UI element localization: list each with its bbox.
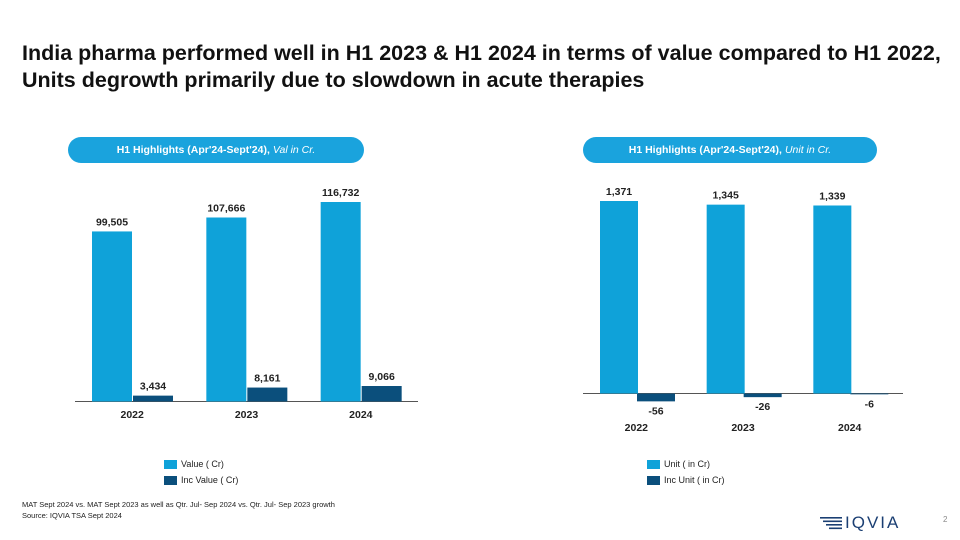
legend-swatch bbox=[164, 459, 177, 469]
chart-right-header-main: H1 Highlights (Apr'24-Sept'24), bbox=[628, 144, 782, 156]
x-tick-label: 2024 bbox=[349, 409, 373, 421]
x-tick-label: 2023 bbox=[731, 422, 755, 434]
data-label: 1,345 bbox=[713, 190, 739, 202]
page-number: 2 bbox=[943, 515, 948, 524]
data-label: -26 bbox=[755, 401, 770, 413]
inc-bar bbox=[637, 393, 675, 402]
legend-label: Inc Unit ( in Cr) bbox=[664, 475, 725, 485]
data-label: -56 bbox=[648, 405, 663, 417]
chart-left-legend: Value ( Cr) Inc Value ( Cr) bbox=[164, 456, 238, 488]
footnote-line: MAT Sept 2024 vs. MAT Sept 2023 as well … bbox=[22, 500, 335, 509]
legend-label: Unit ( in Cr) bbox=[664, 459, 711, 469]
x-tick-label: 2022 bbox=[120, 409, 144, 421]
data-label: 9,066 bbox=[369, 371, 395, 383]
x-tick-label: 2022 bbox=[625, 422, 649, 434]
legend-swatch bbox=[647, 459, 660, 469]
chart-left-header-unit: Val in Cr. bbox=[272, 144, 316, 156]
chart-right-header: H1 Highlights (Apr'24-Sept'24), Unit in … bbox=[583, 137, 877, 163]
data-label: 1,339 bbox=[819, 190, 845, 202]
legend-item: Value ( Cr) bbox=[164, 456, 238, 472]
x-tick-label: 2024 bbox=[838, 422, 862, 434]
inc-bar bbox=[743, 393, 782, 398]
data-label: 3,434 bbox=[140, 381, 166, 393]
legend-item: Inc Value ( Cr) bbox=[164, 472, 238, 488]
chart-left-header-main: H1 Highlights (Apr'24-Sept'24), bbox=[116, 144, 270, 156]
main-bar bbox=[706, 204, 745, 394]
inc-bar bbox=[133, 395, 173, 402]
legend-label: Inc Value ( Cr) bbox=[181, 475, 239, 485]
main-bar bbox=[813, 205, 852, 394]
x-tick-label: 2023 bbox=[235, 409, 259, 421]
data-label: -6 bbox=[865, 398, 874, 410]
logo-lines-icon bbox=[820, 517, 842, 530]
chart-right-legend: Unit ( in Cr) Inc Unit ( in Cr) bbox=[647, 456, 725, 488]
inc-bar bbox=[361, 386, 402, 402]
legend-swatch bbox=[647, 475, 660, 485]
main-bar bbox=[320, 202, 361, 402]
legend-item: Inc Unit ( in Cr) bbox=[647, 472, 725, 488]
legend-swatch bbox=[164, 475, 177, 485]
value-bar-chart: 99,505 3,434 2022 107,666 8,161 2023 116,732 9,… bbox=[75, 187, 418, 421]
page-title: India pharma performed well in H1 2023 &… bbox=[22, 41, 941, 92]
inc-bar bbox=[247, 387, 288, 402]
footnote-source: Source: IQVIA TSA Sept 2024 bbox=[22, 511, 122, 520]
data-label: 1,371 bbox=[606, 186, 632, 198]
data-label: 99,505 bbox=[96, 216, 128, 228]
legend-item: Unit ( in Cr) bbox=[647, 456, 725, 472]
main-bar bbox=[206, 217, 247, 402]
main-bar bbox=[600, 201, 638, 394]
main-bar bbox=[92, 231, 132, 402]
chart-left-header: H1 Highlights (Apr'24-Sept'24), Val in C… bbox=[68, 137, 364, 163]
iqvia-logo: IQVIA bbox=[820, 513, 900, 533]
data-label: 8,161 bbox=[254, 373, 280, 385]
data-label: 107,666 bbox=[207, 202, 245, 214]
inc-bar bbox=[850, 393, 889, 395]
chart-right-header-unit: Unit in Cr. bbox=[784, 144, 832, 156]
logo-text: IQVIA bbox=[845, 513, 901, 532]
footnote: MAT Sept 2024 vs. MAT Sept 2023 as well … bbox=[22, 499, 335, 521]
data-label: 116,732 bbox=[322, 187, 360, 199]
legend-label: Value ( Cr) bbox=[181, 459, 224, 469]
